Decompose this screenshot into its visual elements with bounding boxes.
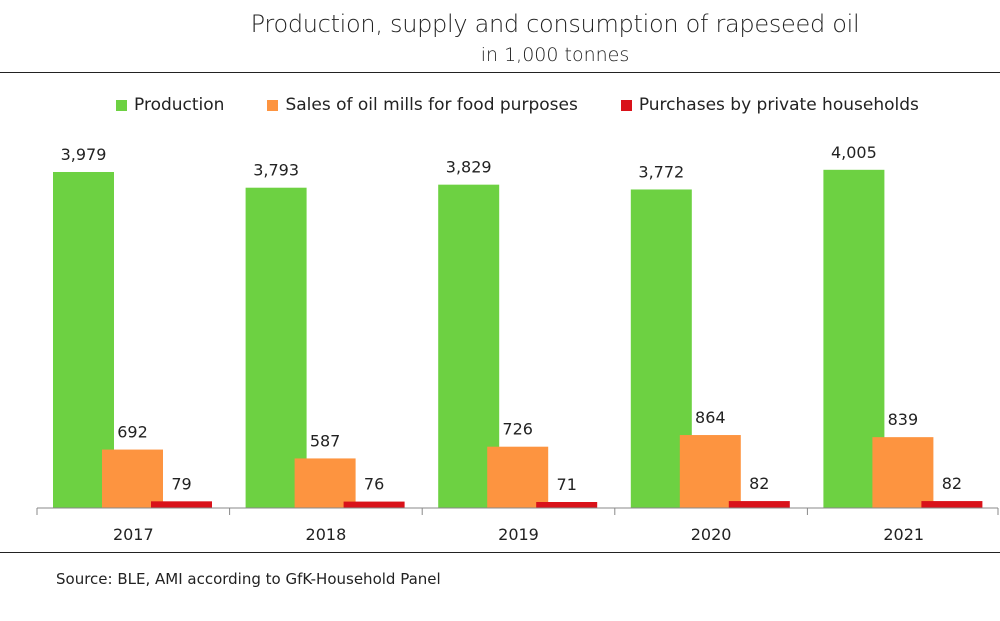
- bar-sales-2017: [102, 449, 163, 508]
- data-label-sales-2017: 692: [117, 423, 148, 442]
- data-label-sales-2018: 587: [310, 431, 341, 450]
- x-tick-label-2017: 2017: [113, 525, 154, 544]
- data-label-purchases-2018: 76: [364, 475, 384, 494]
- chart-subtitle: in 1,000 tonnes: [480, 44, 630, 66]
- data-label-production-2018: 3,793: [253, 161, 299, 180]
- data-label-production-2020: 3,772: [638, 162, 684, 181]
- bar-sales-2021: [872, 437, 934, 508]
- x-tick-label-2018: 2018: [306, 525, 347, 544]
- bar-production-2018: [245, 187, 307, 509]
- legend-swatch-production: [116, 99, 127, 111]
- bottom-divider: [0, 552, 1000, 553]
- legend-swatch-purchases: [620, 99, 632, 111]
- data-label-purchases-2021: 82: [942, 474, 962, 493]
- data-label-production-2021: 4,005: [831, 143, 877, 162]
- legend-label-production: Production: [134, 95, 225, 115]
- bar-sales-2019: [487, 446, 549, 508]
- bar-purchases-2020: [728, 501, 790, 508]
- legend-label-purchases: Purchases by private households: [638, 95, 919, 115]
- chart-title: Production, supply and consumption of ra…: [250, 10, 860, 38]
- top-divider: [0, 72, 1000, 73]
- data-label-purchases-2017: 79: [171, 474, 191, 493]
- bar-purchases-2019: [536, 502, 598, 508]
- legend: Production Sales of oil mills for food p…: [116, 93, 962, 117]
- legend-label-sales: Sales of oil mills for food purposes: [285, 95, 578, 115]
- data-label-sales-2021: 839: [888, 410, 919, 429]
- x-tick-label-2021: 2021: [883, 525, 924, 544]
- data-label-purchases-2019: 71: [557, 475, 577, 494]
- data-label-sales-2019: 726: [502, 420, 533, 439]
- legend-swatch-sales: [267, 99, 279, 111]
- bar-purchases-2017: [151, 501, 212, 508]
- bar-sales-2018: [294, 458, 356, 508]
- bar-sales-2020: [679, 435, 741, 508]
- data-label-sales-2020: 864: [695, 408, 726, 427]
- bar-purchases-2018: [343, 501, 405, 508]
- data-label-production-2017: 3,979: [61, 145, 107, 164]
- source-note: Source: BLE, AMI according to GfK-Househ…: [56, 570, 441, 588]
- data-label-production-2019: 3,829: [446, 158, 492, 177]
- legend-item-sales: Sales of oil mills for food purposes: [267, 95, 578, 115]
- legend-item-purchases: Purchases by private households: [620, 95, 919, 115]
- bar-purchases-2021: [921, 501, 983, 508]
- x-tick-label-2019: 2019: [498, 525, 539, 544]
- legend-item-production: Production: [116, 95, 224, 115]
- data-label-purchases-2020: 82: [749, 474, 769, 493]
- x-tick-label-2020: 2020: [691, 525, 732, 544]
